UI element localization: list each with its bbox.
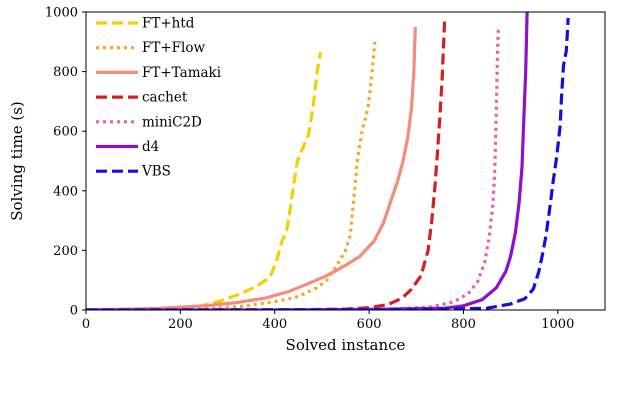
x-axis-label: Solved instance	[286, 336, 406, 354]
axis-layer: 0 200 400 600 800 1000 0 200 400 600 800 1000	[45, 6, 606, 332]
y-tick-label: 800	[53, 65, 78, 80]
legend-label-2: FT+Tamaki	[142, 65, 222, 81]
y-tick-label: 400	[53, 184, 78, 199]
plot-layer	[86, 12, 570, 310]
series-line-1	[86, 41, 377, 310]
legend-label-0: FT+htd	[142, 16, 195, 32]
x-tick-label: 600	[357, 317, 382, 332]
y-tick-label: 600	[53, 125, 78, 140]
legend-label-4: miniC2D	[142, 114, 202, 130]
x-tick-label: 200	[168, 317, 193, 332]
y-tick-label: 200	[53, 244, 78, 259]
x-tick-label: 0	[82, 317, 90, 332]
x-tick-label: 400	[262, 317, 287, 332]
series-line-2	[86, 26, 417, 310]
y-tick-label: 0	[70, 304, 78, 319]
x-tick-label: 800	[451, 317, 476, 332]
series-line-3	[86, 20, 447, 310]
series-line-4	[86, 26, 500, 310]
legend-label-3: cachet	[142, 90, 188, 106]
series-line-5	[86, 12, 529, 310]
x-tick-label: 1000	[541, 317, 574, 332]
legend-label-6: VBS	[141, 164, 171, 180]
y-tick-label: 1000	[45, 6, 78, 21]
series-line-0	[86, 51, 323, 310]
plot-frame	[85, 11, 606, 311]
series-line-6	[86, 17, 570, 310]
legend-label-5: d4	[142, 139, 159, 155]
legend: FT+htd FT+Flow FT+Tamaki cachet miniC2D d4 VBS	[96, 16, 222, 180]
y-axis-label: Solving time (s)	[8, 101, 26, 221]
legend-label-1: FT+Flow	[142, 40, 205, 56]
